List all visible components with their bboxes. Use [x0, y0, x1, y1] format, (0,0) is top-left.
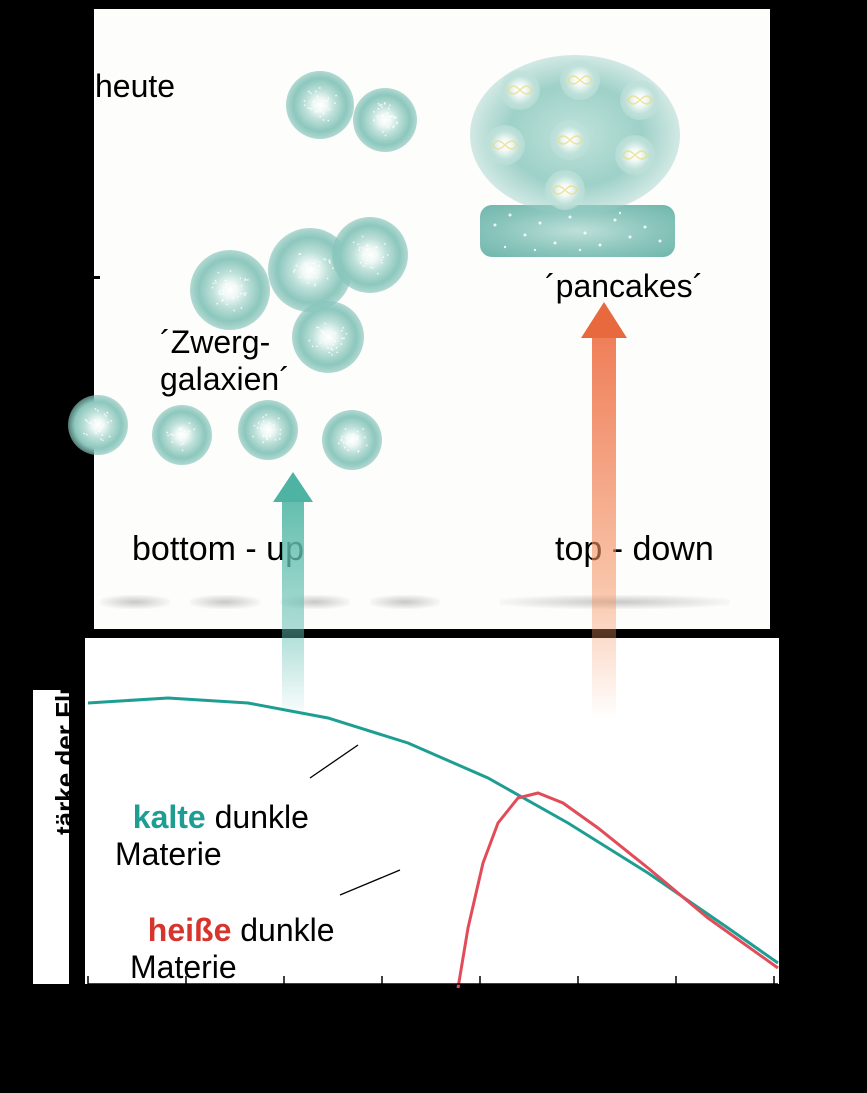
- leader-lines: [0, 0, 867, 1093]
- y-axis-label: tärke der Fluktuation: [50, 578, 81, 835]
- y-axis-label-text: tärke der Fluktuation: [50, 578, 80, 835]
